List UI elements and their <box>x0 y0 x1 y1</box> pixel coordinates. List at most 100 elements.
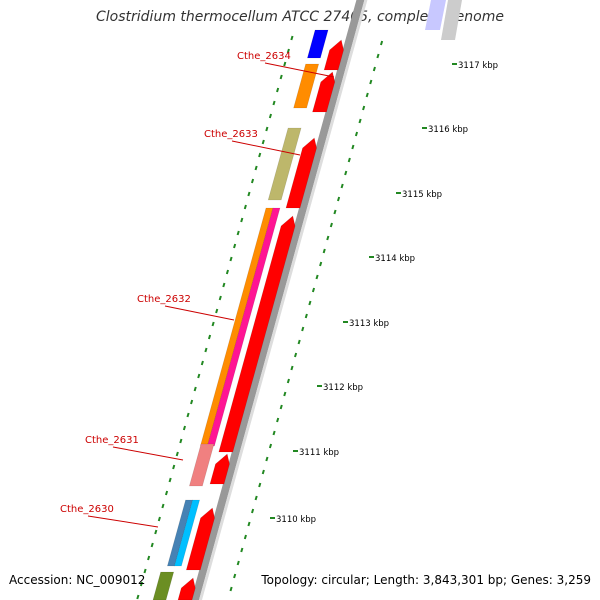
kbp-scale: 3117 kbp 3116 kbp 3115 kbp 3114 kbp 3113 kbp… <box>270 61 498 525</box>
tick-dot <box>179 438 183 444</box>
forward-cds-arrow <box>323 39 344 71</box>
scale-dot <box>286 378 290 384</box>
tick-dot <box>250 178 255 184</box>
tick-dot <box>172 464 176 470</box>
scale-dot <box>297 339 301 345</box>
tick-dot <box>286 48 290 54</box>
tick-dot <box>186 412 190 418</box>
scale-dot <box>251 508 255 514</box>
tick-dot <box>193 386 197 392</box>
backbone-highlight <box>199 0 368 600</box>
forward-cds-arrow <box>285 137 317 209</box>
tick-dot <box>222 282 226 288</box>
scale-dot <box>311 287 316 293</box>
tick-dot <box>229 256 233 262</box>
kbp-label: 3114 kbp <box>375 254 415 264</box>
scale-dot <box>247 521 251 527</box>
scale-dot <box>304 313 308 319</box>
tick-dot <box>261 139 265 145</box>
gene-cthe-2630-b <box>174 499 200 567</box>
scale-dot <box>233 573 237 579</box>
tick-dot <box>225 269 230 275</box>
tick-dot <box>143 568 147 574</box>
gene-cthe-2633 <box>267 127 302 201</box>
scale-dot <box>279 404 283 410</box>
tick-dot <box>154 529 158 535</box>
map-title: Clostridium thermocellum ATCC 27405, com… <box>96 9 504 25</box>
forward-cds-arrow <box>218 215 296 453</box>
gene-next <box>152 571 175 600</box>
gene-faint-grey <box>441 0 462 40</box>
topology-text: Topology: circular; Length: 3,843,301 bp… <box>261 573 591 587</box>
scale-dot <box>340 183 344 189</box>
scale-dot <box>347 157 351 163</box>
kbp-label: 3112 kbp <box>323 383 363 393</box>
scale-dot <box>319 261 323 267</box>
scale-dot <box>261 469 265 475</box>
kbp-label: 3115 kbp <box>402 190 442 200</box>
scale-dot <box>258 482 262 488</box>
scale-dot <box>276 417 280 423</box>
kbp-label: 3111 kbp <box>299 448 339 458</box>
callout-line <box>112 446 184 461</box>
tick-dot <box>279 74 283 80</box>
tick-dot <box>200 360 204 366</box>
tick-dot <box>290 35 294 41</box>
tick-dot <box>247 191 251 197</box>
gene-faint <box>425 0 446 30</box>
gene-cthe-2634 <box>293 63 320 109</box>
callouts: Cthe_2634 Cthe_2633 Cthe_2632 Cthe_2631 Cthe… <box>60 51 335 528</box>
tick-dot <box>218 295 222 301</box>
backbone-band <box>191 0 365 600</box>
scale-dot <box>354 131 359 137</box>
scale-dot <box>236 560 240 566</box>
scale-dot <box>308 300 312 306</box>
tick-marks <box>136 35 384 600</box>
tick-dot <box>139 581 144 587</box>
tick-dot <box>168 477 172 483</box>
gene-label: Cthe_2630 <box>60 504 114 515</box>
tick-dot <box>254 165 258 171</box>
accession-text: Accession: NC_009012 <box>9 573 146 587</box>
tick-dot <box>204 347 208 353</box>
tick-dot <box>258 152 262 158</box>
backbone <box>191 0 368 600</box>
scale-dot <box>272 430 276 436</box>
gene-top <box>307 29 329 59</box>
tick-dot <box>175 451 179 457</box>
tick-dot <box>150 542 154 548</box>
callout-line <box>164 305 235 321</box>
callout-line <box>231 140 301 156</box>
gene-label: Cthe_2633 <box>204 129 258 140</box>
kbp-label: 3113 kbp <box>349 319 389 329</box>
scale-dot <box>283 391 287 397</box>
scale-dot <box>372 66 376 72</box>
scale-dot <box>294 352 298 358</box>
scale-dot <box>268 443 273 449</box>
callout-line <box>87 515 159 528</box>
scale-dot <box>351 144 355 150</box>
scale-dot <box>362 105 366 111</box>
scale-dot <box>265 456 269 462</box>
scale-dot <box>333 209 337 215</box>
scale-dot <box>240 547 244 553</box>
kbp-label: 3117 kbp <box>458 61 498 71</box>
scale-dot <box>254 495 258 501</box>
scale-dot <box>243 534 247 540</box>
tick-dot <box>164 490 169 496</box>
scale-dot <box>344 170 348 176</box>
gene-label: Cthe_2634 <box>237 51 291 62</box>
tick-dot <box>276 87 280 93</box>
gene-label: Cthe_2632 <box>137 294 191 305</box>
scale-dot <box>322 248 326 254</box>
tick-dot <box>272 100 276 106</box>
scale-dot <box>358 118 362 124</box>
tick-dot <box>136 594 140 600</box>
tick-dot <box>211 321 215 327</box>
scale-dot <box>369 79 373 85</box>
scale-dot <box>365 92 369 98</box>
tick-dot <box>233 243 237 249</box>
tick-dot <box>190 399 194 405</box>
kbp-label: 3116 kbp <box>428 125 468 135</box>
